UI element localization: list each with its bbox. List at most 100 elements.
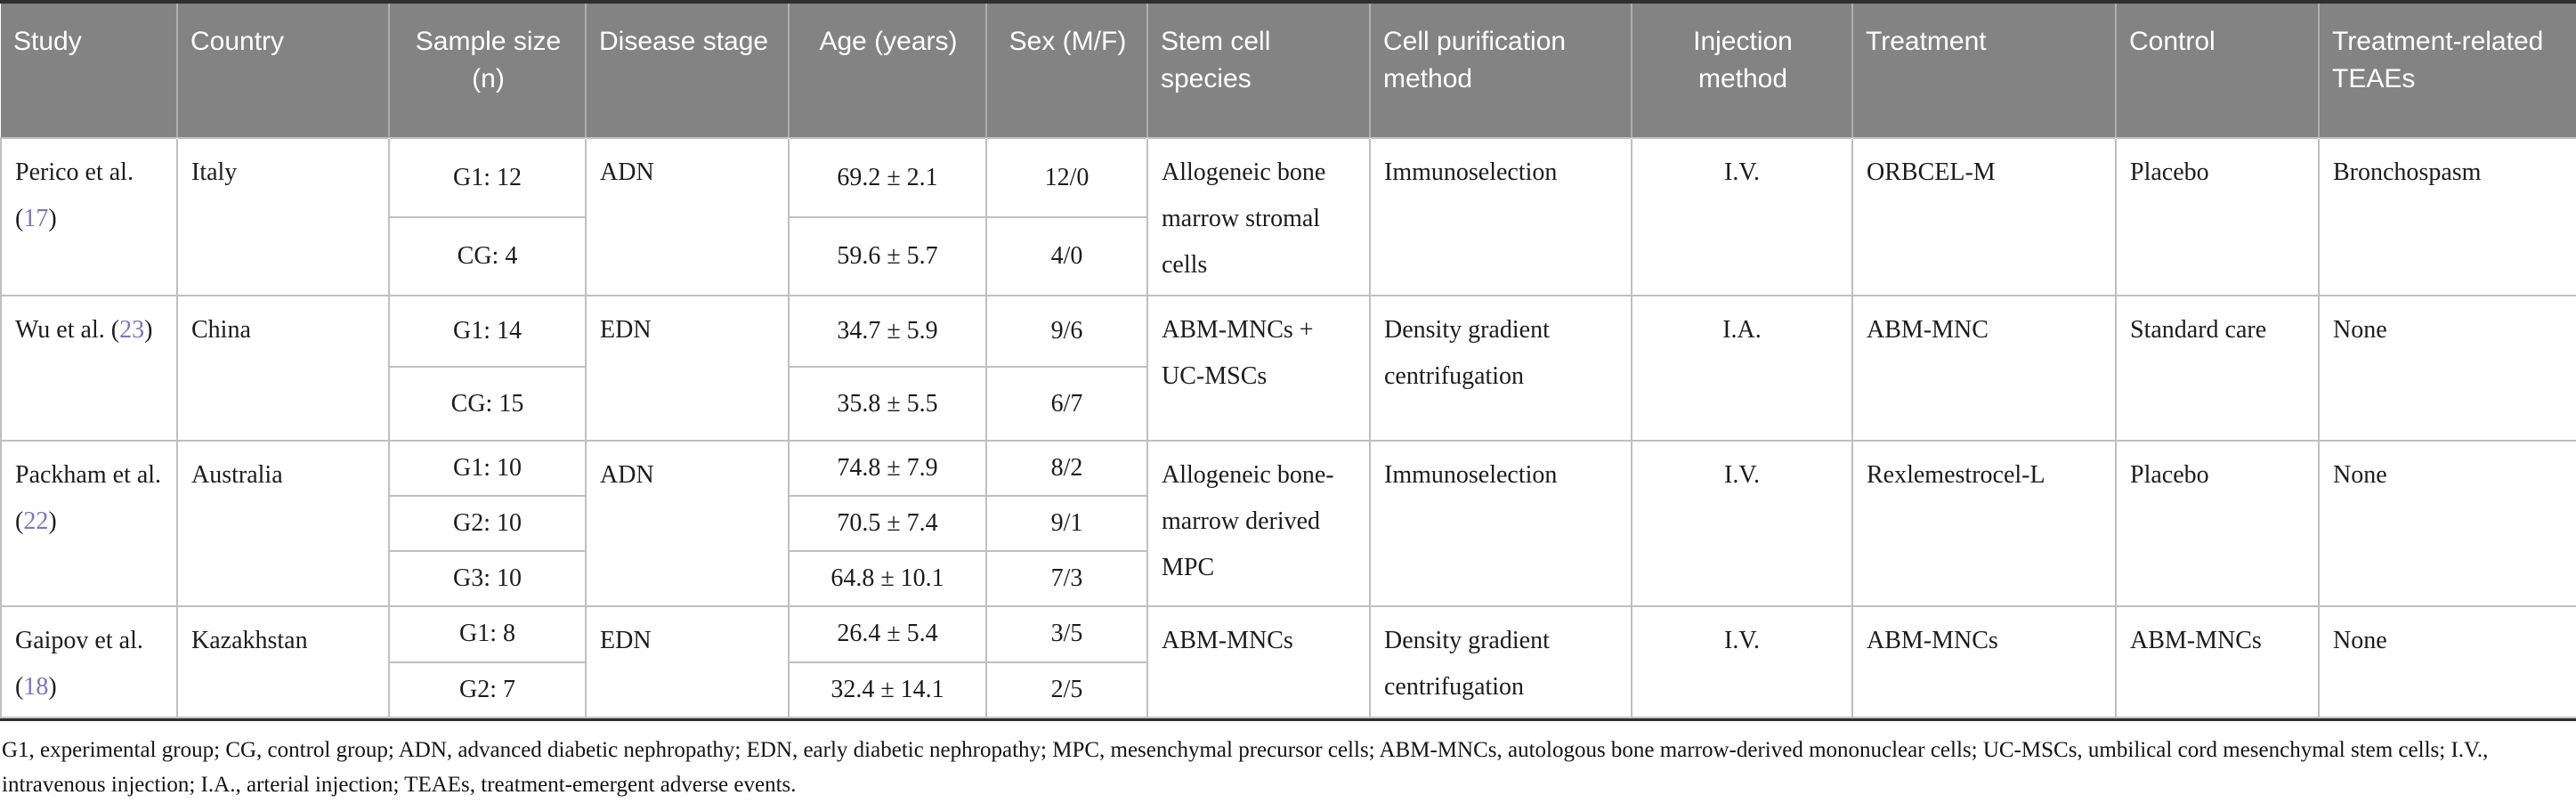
study-name: Wu et al. — [15, 316, 105, 345]
cell-control: ABM-MNCs — [2115, 604, 2320, 719]
cell-disease-stage: ADN — [585, 440, 790, 607]
column-header-treatment: Treatment — [1851, 4, 2116, 138]
cell-stem-cell-species: ABM-MNCs — [1146, 604, 1371, 719]
table-row: Packham et al. (22) Australia G1: 10 ADN 74.… — [0, 440, 2576, 607]
cell-sex: 4/0 — [985, 216, 1148, 297]
cell-sex: 12/0 — [985, 136, 1148, 219]
column-header-purification: Cell purification method — [1369, 4, 1632, 138]
cell-sample-size: CG: 4 — [388, 216, 587, 297]
cell-control: Placebo — [2115, 440, 2320, 607]
column-header-country: Country — [176, 4, 389, 138]
column-header-species: Stem cell species — [1146, 4, 1370, 138]
table-row: G2: 10 70.5 ± 7.4 9/1 — [1, 495, 2576, 552]
cell-age: 74.8 ± 7.9 — [788, 440, 987, 498]
cell-sex: 2/5 — [985, 661, 1148, 719]
cell-control: Standard care — [2115, 295, 2320, 442]
column-header-disease_stage: Disease stage — [585, 4, 789, 138]
paren-open: ( — [15, 672, 24, 701]
cell-stem-cell-species: Allogeneic bone-marrow derived MPC — [1146, 440, 1371, 607]
cell-treatment-related-teaes: None — [2318, 295, 2576, 442]
table-row: CG: 4 59.6 ± 5.7 4/0 — [1, 216, 2576, 297]
cell-sex: 6/7 — [985, 366, 1148, 442]
study-name: Gaipov et al. — [15, 626, 143, 654]
paren-close: ) — [144, 316, 153, 345]
cell-injection-method: I.V. — [1631, 440, 1853, 607]
cell-cell-purification-method: Immunoselection — [1369, 440, 1632, 607]
citation-ref-link[interactable]: 18 — [23, 672, 49, 701]
cell-country: Italy — [176, 136, 390, 297]
study-name: Packham et al. — [15, 461, 162, 490]
cell-sex: 3/5 — [985, 604, 1148, 663]
cell-treatment: ABM-MNCs — [1851, 604, 2117, 719]
cell-age: 32.4 ± 14.1 — [788, 661, 987, 719]
table-row: Wu et al. (23) China G1: 14 EDN 34.7 ± 5.9 9/… — [0, 295, 2576, 442]
column-header-teaes: Treatment-related TEAEs — [2318, 4, 2576, 138]
citation-ref-link[interactable]: 23 — [119, 316, 145, 345]
cell-country: China — [176, 295, 390, 442]
cell-cell-purification-method: Density gradient centrifugation — [1369, 604, 1632, 719]
cell-disease-stage: ADN — [585, 136, 790, 297]
cell-disease-stage: EDN — [585, 604, 790, 719]
cell-country: Australia — [176, 440, 390, 607]
cell-stem-cell-species: ABM-MNCs + UC-MSCs — [1146, 295, 1371, 442]
cell-cell-purification-method: Immunoselection — [1369, 136, 1632, 297]
cell-country: Kazakhstan — [176, 604, 390, 719]
table-body: Perico et al. (17) Italy G1: 12 ADN 69.2 ± 2… — [0, 136, 2576, 719]
cell-treatment-related-teaes: None — [2318, 604, 2576, 719]
cell-sample-size: G3: 10 — [388, 549, 587, 607]
cell-study: Gaipov et al. (18) — [0, 604, 178, 719]
study-name: Perico et al. — [15, 158, 134, 186]
cell-injection-method: I.V. — [1631, 604, 1853, 719]
cell-age: 26.4 ± 5.4 — [788, 604, 987, 663]
cell-sample-size: G1: 8 — [388, 604, 587, 663]
cell-study: Perico et al. (17) — [0, 136, 178, 297]
cell-treatment-related-teaes: None — [2318, 440, 2576, 607]
cell-sex: 7/3 — [985, 549, 1148, 607]
cell-injection-method: I.V. — [1631, 136, 1853, 297]
cell-sample-size: G1: 10 — [388, 440, 587, 498]
cell-sex: 9/1 — [985, 495, 1148, 552]
column-header-sample: Sample size (n) — [388, 4, 586, 138]
cell-age: 64.8 ± 10.1 — [788, 549, 987, 607]
column-header-sex: Sex (M/F) — [985, 4, 1147, 138]
column-header-study: Study — [1, 4, 177, 138]
cell-stem-cell-species: Allogeneic bone marrow stromal cells — [1146, 136, 1371, 297]
cell-age: 35.8 ± 5.5 — [788, 366, 987, 442]
cell-study: Wu et al. (23) — [0, 295, 178, 442]
paren-open: ( — [15, 507, 24, 536]
paren-open: ( — [15, 204, 24, 232]
table-row: Perico et al. (17) Italy G1: 12 ADN 69.2 ± 2… — [0, 136, 2576, 297]
cell-age: 70.5 ± 7.4 — [788, 495, 987, 552]
cell-cell-purification-method: Density gradient centrifugation — [1369, 295, 1632, 442]
cell-sex: 8/2 — [985, 440, 1148, 498]
column-header-injection: Injection method — [1631, 4, 1852, 138]
studies-table: Study Country Sample size (n) Disease stage… — [0, 4, 2576, 719]
table-row: Gaipov et al. (18) Kazakhstan G1: 8 EDN 26.4… — [0, 604, 2576, 719]
paren-open: ( — [110, 316, 120, 345]
cell-sample-size: CG: 15 — [388, 366, 587, 442]
cell-control: Placebo — [2115, 136, 2320, 297]
citation-ref-link[interactable]: 22 — [23, 507, 49, 536]
citation-ref-link[interactable]: 17 — [23, 204, 49, 232]
cell-age: 69.2 ± 2.1 — [788, 136, 987, 219]
cell-treatment: ABM-MNC — [1851, 295, 2117, 442]
table-header-row: Study Country Sample size (n) Disease stage… — [1, 4, 2576, 138]
cell-age: 34.7 ± 5.9 — [788, 295, 987, 369]
studies-table-wrap: Study Country Sample size (n) Disease stage… — [0, 0, 2576, 722]
cell-treatment: ORBCEL-M — [1851, 136, 2117, 297]
cell-sample-size: G2: 7 — [388, 661, 587, 719]
table-row: G2: 7 32.4 ± 14.1 2/5 — [1, 661, 2576, 719]
cell-treatment: Rexlemestrocel-L — [1851, 440, 2117, 607]
table-footnote: G1, experimental group; CG, control grou… — [2, 738, 2489, 798]
cell-sample-size: G1: 12 — [388, 136, 587, 219]
cell-study: Packham et al. (22) — [0, 440, 178, 607]
paren-close: ) — [48, 507, 57, 536]
table-row: CG: 15 35.8 ± 5.5 6/7 — [1, 366, 2576, 442]
paren-close: ) — [48, 672, 57, 701]
cell-disease-stage: EDN — [585, 295, 790, 442]
cell-sample-size: G2: 10 — [388, 495, 587, 552]
cell-treatment-related-teaes: Bronchospasm — [2318, 136, 2576, 297]
cell-age: 59.6 ± 5.7 — [788, 216, 987, 297]
table-row: G3: 10 64.8 ± 10.1 7/3 — [1, 549, 2576, 607]
